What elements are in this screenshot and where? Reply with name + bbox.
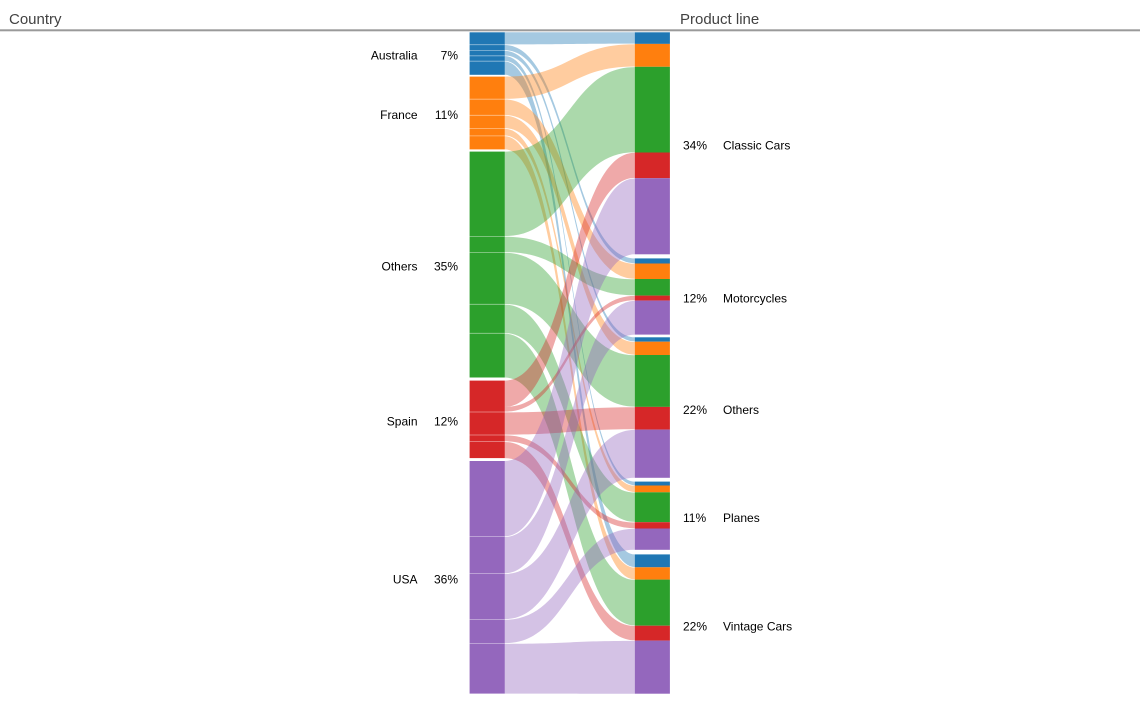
svg-text:11%: 11% xyxy=(435,108,458,122)
svg-text:22%: 22% xyxy=(683,619,707,633)
svg-text:France: France xyxy=(380,108,418,122)
svg-text:35%: 35% xyxy=(434,260,458,274)
svg-text:Others: Others xyxy=(381,260,417,274)
svg-text:USA: USA xyxy=(393,572,418,586)
svg-text:11%: 11% xyxy=(683,511,706,525)
svg-text:Country: Country xyxy=(9,11,62,28)
svg-text:Motorcycles: Motorcycles xyxy=(723,292,787,306)
svg-text:Others: Others xyxy=(723,403,759,417)
svg-text:22%: 22% xyxy=(683,403,707,417)
svg-text:7%: 7% xyxy=(441,49,459,63)
svg-text:Spain: Spain xyxy=(387,414,418,428)
svg-text:Vintage Cars: Vintage Cars xyxy=(723,619,792,633)
svg-text:12%: 12% xyxy=(683,292,707,306)
svg-text:12%: 12% xyxy=(434,414,458,428)
svg-text:36%: 36% xyxy=(434,572,458,586)
svg-text:Australia: Australia xyxy=(371,49,418,63)
svg-text:34%: 34% xyxy=(683,139,707,153)
svg-text:Planes: Planes xyxy=(723,511,760,525)
svg-text:Classic Cars: Classic Cars xyxy=(723,139,790,153)
svg-text:Product line: Product line xyxy=(680,11,759,28)
